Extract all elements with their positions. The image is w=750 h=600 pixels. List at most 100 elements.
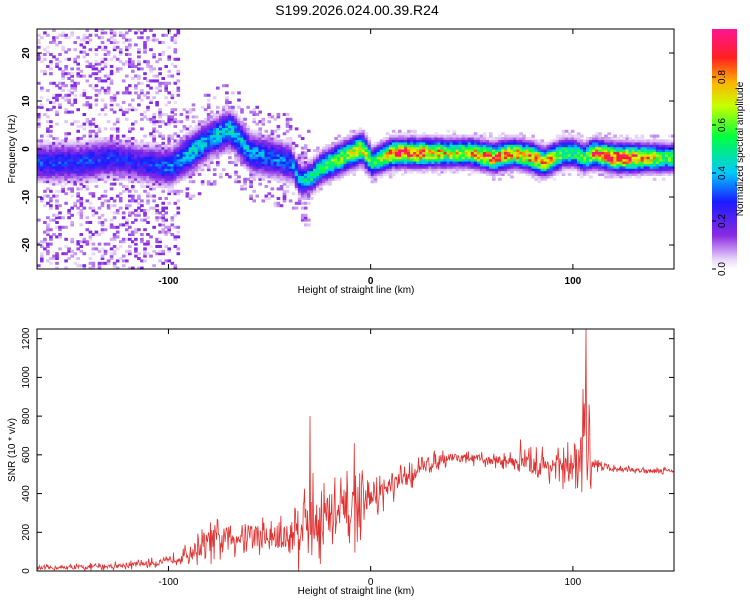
spectrogram-cell (592, 146, 596, 150)
spectrogram-cell (658, 139, 663, 143)
spectrogram-cell (580, 158, 584, 162)
spectrogram-cell (64, 237, 68, 241)
spectrogram-cell (534, 144, 539, 148)
spectrogram-cell (634, 173, 639, 176)
spectrogram-cell (570, 137, 575, 140)
spectrogram-cell (94, 53, 99, 56)
spectrogram-cell (46, 163, 50, 167)
spectrogram-cell (616, 153, 620, 157)
spectrogram-cell (446, 153, 451, 157)
spectrogram-cell (40, 163, 44, 167)
snr-x-tick-label: 100 (565, 577, 582, 588)
spectrogram-cell (64, 108, 68, 112)
spectrogram-cell (140, 36, 144, 40)
spectrogram-cell (631, 141, 636, 145)
spectrogram-cell (549, 165, 554, 169)
spectrogram-cell (206, 132, 211, 136)
spectrogram-cell (513, 139, 517, 143)
spectrogram-cell (228, 132, 232, 136)
spectrogram-cell (531, 158, 535, 162)
spectrogram-cell (376, 151, 381, 155)
spectrogram-cell (194, 156, 199, 160)
spectrogram-cell (176, 31, 181, 35)
spectrogram-cell (76, 170, 80, 174)
spectrogram-cell (134, 168, 138, 172)
spectrogram-cell (61, 33, 65, 37)
spectrogram-cell (128, 189, 132, 193)
spectrogram-cell (428, 139, 432, 143)
spectrogram-cell (261, 149, 266, 152)
spectrogram-cell (276, 134, 281, 138)
spectrogram-cell (549, 139, 554, 143)
spectrogram-cell (646, 158, 651, 162)
spectrogram-cell (91, 261, 96, 265)
spectrogram-cell (112, 161, 117, 164)
spectrogram-cell (146, 153, 150, 157)
spectrogram-cell (243, 149, 247, 152)
spectrogram-cell (485, 163, 490, 167)
spectrogram-cell (504, 149, 508, 152)
spectrogram-cell (76, 139, 80, 143)
spectrogram-cell (121, 185, 126, 188)
spectrogram-cell (176, 141, 181, 145)
spectrogram-cell (246, 137, 250, 140)
spectrogram-cell (146, 65, 150, 68)
spectrogram-cell (519, 161, 523, 164)
spectrogram-cell (170, 110, 175, 114)
spectrogram-cell (243, 180, 247, 184)
spectrogram-cell (543, 144, 548, 148)
spectrogram-cell (373, 153, 378, 157)
spectrogram-cell (534, 141, 539, 145)
spectrogram-cell (398, 139, 402, 143)
spectrogram-cell (337, 175, 341, 179)
spectrogram-cell (249, 137, 253, 140)
spectrogram-cell (276, 197, 281, 200)
spectrogram-cell (631, 139, 636, 143)
spectrogram-cell (73, 149, 77, 152)
spectrogram-cell (473, 132, 478, 136)
spectrogram-cell (671, 141, 675, 145)
spectrogram-cell (413, 151, 417, 155)
spectrogram-cell (504, 158, 508, 162)
spectrogram-cell (76, 158, 80, 162)
spectrogram-cell (307, 158, 311, 162)
spectrogram-cell (115, 117, 120, 121)
spectrogram-cell (558, 168, 563, 172)
spectrogram-cell (558, 161, 563, 164)
spectrogram-cell (143, 173, 147, 176)
spectrogram-cell (176, 225, 181, 229)
spectrogram-cell (164, 113, 168, 116)
spectrogram-cell (173, 158, 178, 162)
spectrogram-cell (340, 141, 344, 145)
spectrogram-cell (525, 139, 529, 143)
spectrogram-cell (261, 139, 266, 143)
spectrogram-cell (473, 163, 478, 167)
spectrogram-cell (179, 151, 184, 155)
spectrogram-cell (449, 149, 454, 152)
spectrogram-cell (58, 139, 62, 143)
spectrogram-cell (212, 137, 217, 140)
spectrogram-cell (346, 153, 350, 157)
spectrogram-cell (285, 144, 290, 148)
spectrogram-cell (191, 153, 196, 157)
spectrogram-cell (413, 134, 417, 138)
spectrogram-cell (185, 117, 190, 121)
spectrogram-cell (134, 230, 138, 234)
spectrogram-cell (652, 139, 657, 143)
spectrogram-cell (164, 156, 168, 160)
spectrogram-cell (112, 33, 117, 37)
spectrogram-cell (167, 101, 171, 104)
spectrogram-cell (543, 170, 548, 174)
spectrogram-cell (537, 177, 542, 181)
spectrogram-cell (152, 156, 156, 160)
spectrogram-cell (443, 168, 448, 172)
spectrogram-cell (103, 173, 108, 176)
spectrogram-cell (158, 216, 162, 220)
spectrogram-cell (134, 91, 138, 95)
spectrogram-cell (209, 120, 214, 124)
spectrogram-cell (203, 151, 208, 155)
spectrogram-cell (634, 134, 639, 138)
spectrogram-cell (103, 249, 108, 253)
spectrogram-cell (109, 36, 114, 40)
spectrogram-cell (88, 134, 93, 138)
